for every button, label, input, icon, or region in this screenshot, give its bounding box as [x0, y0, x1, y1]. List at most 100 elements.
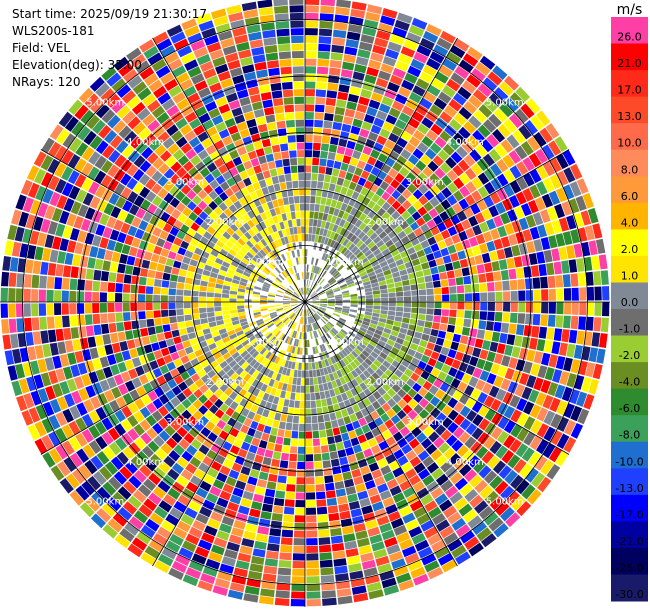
gate-cell: [153, 207, 164, 219]
gate-cell: [141, 445, 154, 458]
gate-cell: [441, 174, 452, 187]
gate-cell: [411, 290, 419, 296]
gate-cell: [418, 308, 427, 315]
gate-cell: [260, 588, 275, 598]
gate-cell: [388, 334, 397, 342]
gate-cell: [314, 468, 324, 477]
gate-cell: [320, 0, 336, 7]
gate-cell: [430, 329, 439, 337]
gate-cell: [145, 302, 153, 311]
gate-cell: [361, 559, 376, 570]
gate-cell: [262, 283, 271, 289]
gate-cell: [305, 58, 317, 66]
gate-cell: [149, 360, 159, 370]
gate-cell: [193, 46, 209, 59]
gate-cell: [392, 161, 403, 172]
gate-cell: [302, 324, 304, 332]
gate-cell: [563, 167, 576, 183]
gate-cell: [480, 292, 488, 302]
gate-cell: [317, 289, 325, 295]
gate-cell: [61, 166, 74, 181]
gate-cell: [312, 265, 317, 273]
gate-cell: [155, 325, 164, 334]
gate-cell: [160, 211, 171, 222]
gate-cell: [129, 136, 143, 149]
gate-cell: [127, 116, 141, 130]
gate-cell: [239, 336, 248, 344]
gate-cell: [545, 123, 560, 139]
gate-cell: [407, 183, 418, 194]
gate-cell: [284, 360, 290, 368]
gate-cell: [403, 226, 413, 235]
gate-cell: [237, 249, 246, 258]
gate-cell: [399, 220, 409, 230]
gate-cell: [433, 344, 443, 353]
gate-cell: [257, 123, 268, 133]
gate-cell: [70, 201, 82, 215]
gate-cell: [423, 201, 434, 212]
gate-cell: [479, 311, 488, 321]
gate-cell: [190, 222, 200, 232]
gate-cell: [293, 73, 304, 82]
gate-cell: [331, 259, 338, 267]
gate-cell: [330, 329, 337, 336]
gate-cell: [423, 246, 433, 255]
gate-cell: [278, 323, 285, 330]
gate-cell: [478, 320, 487, 330]
gate-cell: [325, 482, 335, 491]
gate-cell: [334, 294, 342, 298]
gate-cell: [427, 357, 437, 367]
gate-cell: [385, 356, 394, 364]
gate-cell: [231, 462, 243, 473]
gate-cell: [314, 204, 320, 212]
gate-cell: [46, 276, 55, 289]
gate-cell: [383, 174, 394, 185]
gate-cell: [555, 450, 569, 467]
gate-cell: [253, 108, 265, 118]
gate-cell: [529, 337, 538, 350]
gate-cell: [346, 31, 361, 41]
gate-cell: [379, 260, 388, 268]
gate-cell: [154, 506, 168, 519]
gate-cell: [246, 184, 255, 194]
gate-cell: [503, 118, 517, 133]
gate-cell: [128, 442, 141, 455]
gate-cell: [204, 216, 214, 226]
gate-cell: [321, 590, 336, 599]
gate-cell: [89, 196, 101, 209]
gate-cell: [370, 351, 379, 359]
gate-cell: [354, 262, 362, 269]
gate-cell: [314, 234, 319, 243]
gate-cell: [370, 410, 380, 420]
gate-cell: [246, 356, 254, 364]
gate-cell: [453, 414, 465, 426]
gate-cell: [237, 238, 246, 246]
gate-cell: [256, 69, 268, 79]
gate-cell: [191, 284, 200, 291]
gate-cell: [346, 264, 354, 271]
gate-cell: [289, 12, 304, 21]
gate-cell: [40, 155, 54, 171]
gate-cell: [368, 462, 380, 472]
gate-cell: [201, 374, 211, 384]
gate-cell: [543, 426, 556, 442]
gate-cell: [390, 517, 404, 529]
gate-cell: [300, 393, 305, 401]
gate-cell: [518, 217, 529, 231]
gate-cell: [494, 480, 509, 495]
gate-cell: [379, 284, 388, 290]
gate-cell: [558, 217, 570, 232]
gate-cell: [107, 292, 115, 302]
gate-cell: [437, 149, 450, 162]
gate-cell: [409, 500, 423, 512]
gate-cell: [331, 543, 345, 552]
gate-cell: [332, 241, 339, 249]
gate-cell: [107, 354, 117, 366]
gate-cell: [157, 131, 170, 144]
gate-cell: [386, 206, 396, 216]
gate-cell: [312, 226, 317, 235]
gate-cell: [243, 9, 259, 19]
gate-cell: [358, 41, 373, 52]
gate-cell: [228, 534, 242, 545]
gate-cell: [109, 135, 123, 149]
